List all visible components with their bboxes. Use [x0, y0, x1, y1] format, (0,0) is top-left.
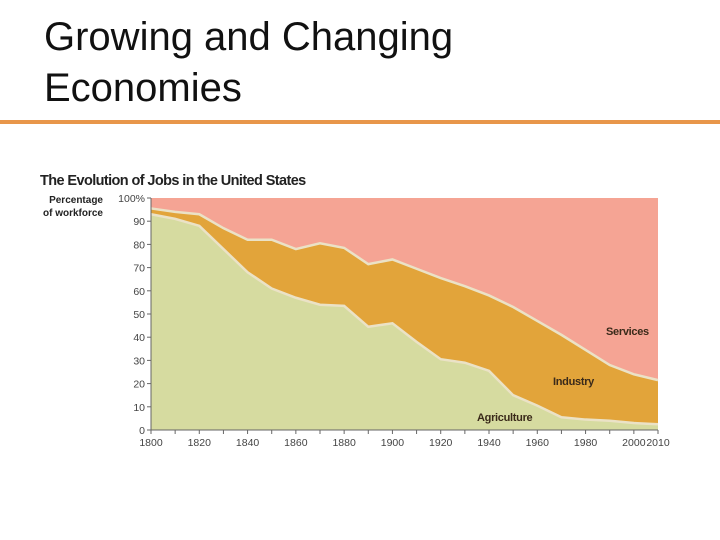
x-tick-label: 2010 — [646, 437, 670, 449]
slide-title: Growing and Changing Economies — [44, 12, 453, 114]
label-agriculture: Agriculture — [477, 412, 533, 424]
x-tick-label: 1800 — [139, 437, 163, 449]
x-tick-label: 1980 — [574, 437, 598, 449]
y-tick-label: 40 — [133, 332, 145, 344]
x-tick-label: 1840 — [236, 437, 260, 449]
x-tick-label: 2000 — [622, 437, 646, 449]
x-tick-label: 1940 — [477, 437, 501, 449]
y-tick-label: 20 — [133, 379, 145, 391]
x-tick-label: 1820 — [188, 437, 212, 449]
y-axis-label-line1: Percentage — [49, 195, 103, 206]
y-tick-label: 30 — [133, 355, 145, 367]
boundary-agriculture — [150, 213, 659, 426]
x-tick-label: 1880 — [332, 437, 356, 449]
boundary-industry — [150, 207, 659, 382]
chart-title: The Evolution of Jobs in the United Stat… — [40, 173, 306, 189]
label-industry: Industry — [553, 376, 595, 388]
area-industry — [151, 208, 658, 425]
x-tick-label: 1920 — [429, 437, 453, 449]
y-tick-label: 0 — [139, 425, 145, 437]
x-tick-label: 1900 — [381, 437, 405, 449]
slide-title-line2: Economies — [44, 66, 242, 110]
y-axis-label-line2: of workforce — [43, 208, 103, 219]
y-tick-label: 70 — [133, 263, 145, 275]
y-tick-label: 10 — [133, 402, 145, 414]
x-tick-label: 1860 — [284, 437, 308, 449]
y-tick-label: 100% — [118, 193, 145, 205]
title-divider — [0, 120, 720, 124]
area-services — [151, 198, 658, 381]
slide-title-line1: Growing and Changing — [44, 15, 454, 59]
y-tick-label: 80 — [133, 239, 145, 251]
label-services: Services — [606, 326, 649, 338]
y-tick-label: 90 — [133, 216, 145, 228]
area-agriculture — [151, 214, 658, 430]
y-tick-label: 60 — [133, 286, 145, 298]
x-tick-label: 1960 — [526, 437, 550, 449]
y-tick-label: 50 — [133, 309, 145, 321]
